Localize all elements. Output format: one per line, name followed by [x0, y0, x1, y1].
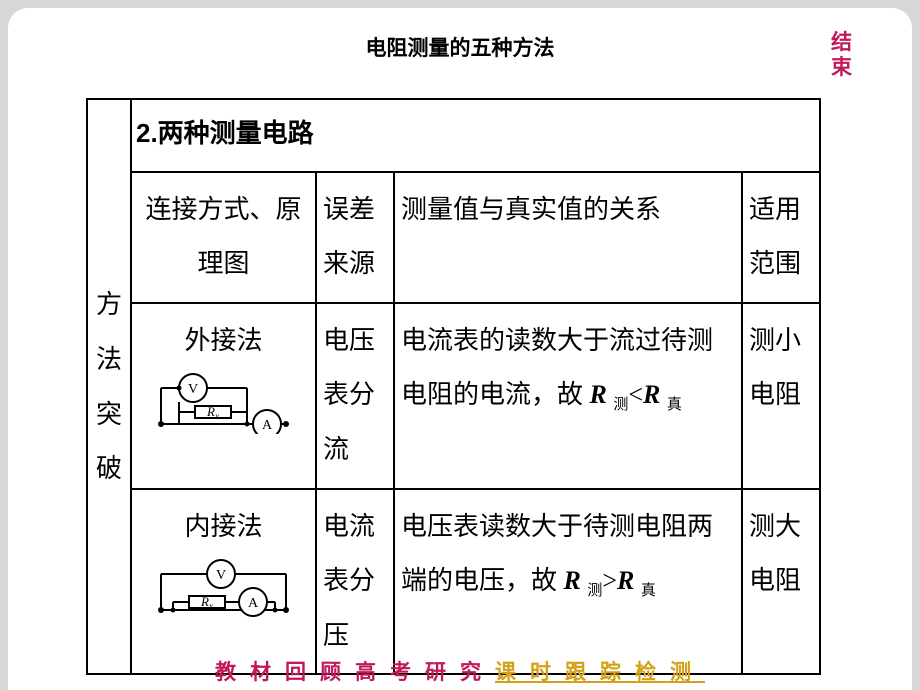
header-col4: 适用范围	[742, 172, 820, 303]
svg-text:V: V	[188, 382, 198, 397]
scope: 测大电阻	[742, 489, 820, 675]
svg-text:V: V	[216, 568, 226, 583]
side-label: 方法突破	[87, 99, 131, 674]
error-source: 电流表分压	[316, 489, 394, 675]
circuit-internal-icon: V A Rx	[151, 558, 296, 620]
method-cell: 内接法	[131, 489, 316, 675]
method-cell: 外接法	[131, 303, 316, 489]
scope: 测小电阻	[742, 303, 820, 489]
header: 电阻测量的五种方法 结束	[8, 8, 912, 83]
relation-cell: 电压表读数大于待测电阻两端的电压，故 R 测>R 真	[394, 489, 742, 675]
circuit-external-icon: V A Rx	[151, 372, 296, 434]
header-col1: 连接方式、原理图	[131, 172, 316, 303]
footer-nav: 教材回顾高考研究课时跟踪检测	[8, 656, 912, 686]
svg-text:A: A	[262, 418, 273, 433]
content-table: 方法突破 2.两种测量电路 连接方式、原理图 误差来源 测量值与真实值的关系 适…	[86, 98, 821, 675]
svg-text:A: A	[248, 596, 259, 611]
header-col3: 测量值与真实值的关系	[394, 172, 742, 303]
slide-page: 电阻测量的五种方法 结束 方法突破 2.两种测量电路 连接方式、原理图 误差来源…	[8, 8, 912, 690]
header-col2: 误差来源	[316, 172, 394, 303]
table-row: 内接法	[87, 489, 820, 675]
table-row: 外接法	[87, 303, 820, 489]
page-title: 电阻测量的五种方法	[366, 32, 555, 62]
end-link[interactable]: 结束	[831, 30, 852, 80]
relation-formula: R 测>R 真	[564, 566, 656, 595]
footer-link-test[interactable]: 课时跟踪检测	[495, 661, 705, 684]
method-name: 内接法	[184, 512, 262, 541]
section-heading: 2.两种测量电路	[131, 99, 820, 172]
relation-cell: 电流表的读数大于流过待测电阻的电流，故 R 测<R 真	[394, 303, 742, 489]
table-header-row: 连接方式、原理图 误差来源 测量值与真实值的关系 适用范围	[87, 172, 820, 303]
relation-formula: R 测<R 真	[590, 380, 682, 409]
footer-link-review[interactable]: 教材回顾高考研究	[215, 661, 495, 684]
method-name: 外接法	[184, 326, 262, 355]
error-source: 电压表分流	[316, 303, 394, 489]
relation-text: 电压表读数大于待测电阻两端的电压，故	[401, 512, 713, 596]
